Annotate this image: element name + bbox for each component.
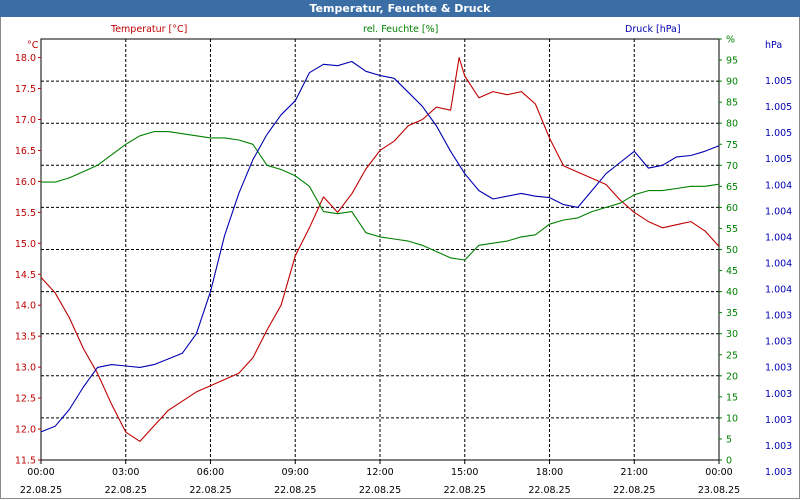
humidity-tick-label: 15 [726,392,738,403]
temperature-tick-label: 16.0 [15,177,36,188]
time-axis-ticks: 00:00 22.08.25 03:00 22.08.25 06:00 22.08.25 0… [20,460,740,496]
humidity-tick-label: 65 [726,182,738,193]
temperature-tick-label: 16.5 [15,146,36,157]
x-tick-time: 21:00 [621,467,648,478]
pressure-tick-label: 1.005 [765,128,792,139]
humidity-tick-label: 70 [726,161,738,172]
x-tick-time: 00:00 [705,467,732,478]
humidity-tick-label: 0 [726,456,732,467]
pressure-unit-label: hPa [765,40,782,51]
humidity-tick-label: 80 [726,119,738,130]
temperature-tick-label: 14.0 [15,301,36,312]
x-tick-date: 22.08.25 [528,485,570,496]
pressure-tick-label: 1.003 [765,415,792,426]
humidity-legend: rel. Feuchte [%] [363,24,438,35]
pressure-axis-ticks: 1.003 1.003 1.003 1.003 1.003 1.003 1.003 1.004… [765,76,792,478]
x-tick-time: 15:00 [451,467,478,478]
humidity-tick-label: 55 [726,224,738,235]
x-tick-date: 23.08.25 [698,485,740,496]
temperature-tick-label: 17.5 [15,84,36,95]
pressure-line [40,60,720,433]
x-tick-date: 22.08.25 [444,485,486,496]
temperature-tick-label: 18.0 [15,53,36,64]
pressure-tick-label: 1.004 [765,285,792,296]
humidity-line [41,131,720,261]
temperature-tick-label: 12.5 [15,394,36,405]
temperature-tick-label: 15.0 [15,239,36,250]
x-tick-time: 12:00 [366,467,393,478]
pressure-tick-label: 1.005 [765,154,792,165]
humidity-tick-label: 90 [726,77,738,88]
temperature-unit-label: °C [27,40,39,51]
x-tick-date: 22.08.25 [189,485,231,496]
pressure-tick-label: 1.005 [765,102,792,113]
pressure-tick-label: 1.004 [765,258,792,269]
x-tick-date: 22.08.25 [359,485,401,496]
x-tick-date: 22.08.25 [613,485,655,496]
humidity-tick-label: 50 [726,245,738,256]
humidity-tick-label: 25 [726,350,738,361]
pressure-tick-label: 1.004 [765,232,792,243]
pressure-tick-label: 1.003 [765,363,792,374]
humidity-tick-label: % [726,35,735,46]
humidity-tick-label: 20 [726,371,738,382]
temperature-tick-label: 12.0 [15,425,36,436]
temperature-line [40,57,720,442]
pressure-tick-label: 1.005 [765,76,792,87]
temperature-axis-ticks: 11.5 12.0 12.5 13.0 13.5 14.0 14.5 15.0 15.5 16.0… [15,53,41,467]
temperature-legend: Temperatur [°C] [110,24,187,35]
humidity-tick-label: 5 [726,434,732,445]
chart-window-title: Temperatur, Feuchte & Druck [0,0,800,17]
x-tick-date: 22.08.25 [105,485,147,496]
humidity-axis-ticks: 0 5 10 15 20 25 30 35 40 45 50 55 60 65 70 75 80 85 90 95% [719,35,738,467]
temperature-tick-label: 13.0 [15,363,36,374]
humidity-tick-label: 75 [726,140,738,151]
pressure-tick-label: 1.003 [765,311,792,322]
humidity-tick-label: 95 [726,56,738,67]
pressure-tick-label: 1.003 [765,441,792,452]
humidity-tick-label: 85 [726,98,738,109]
pressure-tick-label: 1.004 [765,180,792,191]
humidity-tick-label: 35 [726,308,738,319]
humidity-tick-label: 30 [726,329,738,340]
temperature-tick-label: 13.5 [15,332,36,343]
chart-frame: °C Temperatur [°C] rel. Feuchte [%] Druc… [0,17,800,499]
pressure-tick-label: 1.003 [765,337,792,348]
series-lines [40,57,720,442]
temperature-tick-label: 11.5 [15,456,36,467]
pressure-tick-label: 1.003 [765,467,792,478]
chart-canvas: °C Temperatur [°C] rel. Feuchte [%] Druc… [15,24,792,496]
pressure-legend: Druck [hPa] [625,24,681,35]
temperature-tick-label: 14.5 [15,270,36,281]
pressure-tick-label: 1.003 [765,389,792,400]
humidity-tick-label: 60 [726,203,738,214]
temperature-tick-label: 17.0 [15,115,36,126]
humidity-tick-label: 10 [726,413,738,424]
humidity-tick-label: 45 [726,266,738,277]
temperature-tick-label: 15.5 [15,208,36,219]
x-tick-date: 22.08.25 [20,485,62,496]
humidity-tick-label: 40 [726,287,738,298]
x-tick-time: 18:00 [536,467,563,478]
x-tick-time: 03:00 [112,467,139,478]
x-tick-time: 00:00 [27,467,54,478]
x-tick-time: 09:00 [282,467,309,478]
x-tick-time: 06:00 [197,467,224,478]
pressure-tick-label: 1.004 [765,206,792,217]
grid-lines [41,39,719,460]
x-tick-date: 22.08.25 [274,485,316,496]
